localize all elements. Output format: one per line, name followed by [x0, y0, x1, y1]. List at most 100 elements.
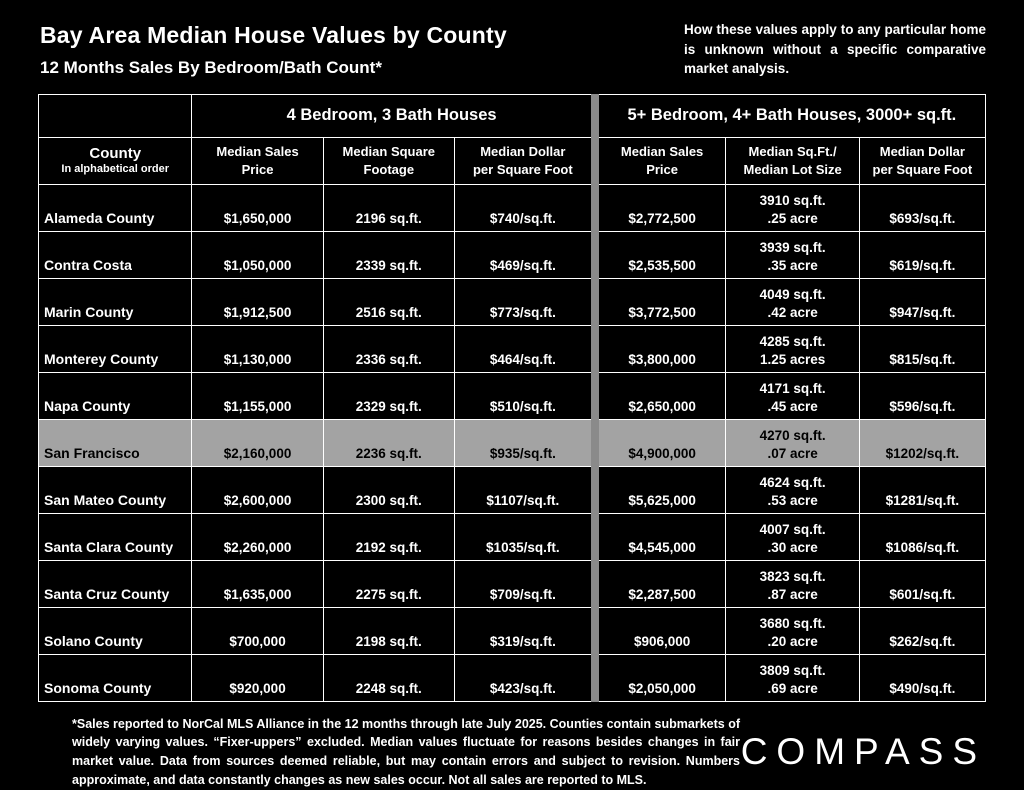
g1-median-dollar-per-sqft-cell: $740/sq.ft.	[453, 183, 596, 232]
table-row: Marin County $1,912,500 2516 sq.ft. $773/sq…	[37, 277, 987, 326]
g2-median-sqft-lot-size-cell: 3809 sq.ft. .69 acre	[725, 653, 860, 702]
table-row: Solano County $700,000 2198 sq.ft. $319/sq.…	[37, 606, 987, 655]
g2-median-sqft-lot-size-cell: 3939 sq.ft. .35 acre	[725, 230, 860, 279]
g1-median-dollar-per-sqft-cell: $319/sq.ft.	[453, 606, 596, 655]
group-header-5bed-4bath: 5+ Bedroom, 4+ Bath Houses, 3000+ sq.ft.	[590, 93, 986, 138]
disclaimer-text: How these values apply to any particular…	[684, 22, 986, 77]
g1-median-dollar-per-sqft-cell: $469/sq.ft.	[453, 230, 596, 279]
column-header-median-square-footage-g1: Median Square Footage	[322, 136, 455, 185]
g2-median-dollar-per-sqft-cell: $601/sq.ft.	[858, 559, 987, 608]
g2-median-dollar-per-sqft-cell: $596/sq.ft.	[858, 371, 987, 420]
g1-median-square-footage-cell: 2300 sq.ft.	[322, 465, 455, 514]
g2-median-dollar-per-sqft-cell: $693/sq.ft.	[858, 183, 987, 232]
column-header-median-sales-price-g2: Median Sales Price	[590, 136, 727, 185]
county-cell: Santa Clara County	[37, 512, 193, 561]
report-page: Bay Area Median House Values by County 1…	[37, 22, 987, 787]
g1-median-square-footage-cell: 2516 sq.ft.	[322, 277, 455, 326]
g1-median-sales-price-cell: $1,912,500	[191, 277, 324, 326]
g2-median-sqft-lot-size-cell: 4049 sq.ft. .42 acre	[725, 277, 860, 326]
g1-median-dollar-per-sqft-cell: $510/sq.ft.	[453, 371, 596, 420]
g1-median-dollar-per-sqft-cell: $935/sq.ft.	[453, 418, 596, 467]
g2-median-sqft-lot-size-cell: 3910 sq.ft. .25 acre	[725, 183, 860, 232]
g1-median-sales-price-cell: $700,000	[191, 606, 324, 655]
county-cell: Napa County	[37, 371, 193, 420]
g2-median-sales-price-cell: $2,650,000	[590, 371, 727, 420]
table-row: Sonoma County $920,000 2248 sq.ft. $423/sq.…	[37, 653, 987, 702]
county-cell: San Mateo County	[37, 465, 193, 514]
g1-median-sales-price-cell: $1,650,000	[191, 183, 324, 232]
g2-median-sales-price-cell: $3,772,500	[590, 277, 727, 326]
county-cell: Alameda County	[37, 183, 193, 232]
g2-median-sales-price-cell: $2,535,500	[590, 230, 727, 279]
county-cell: Marin County	[37, 277, 193, 326]
g2-median-dollar-per-sqft-cell: $490/sq.ft.	[858, 653, 987, 702]
table-row: Contra Costa $1,050,000 2339 sq.ft. $469/sq…	[37, 230, 987, 279]
g2-median-dollar-per-sqft-cell: $1086/sq.ft.	[858, 512, 987, 561]
g1-median-sales-price-cell: $1,130,000	[191, 324, 324, 373]
g1-median-dollar-per-sqft-cell: $464/sq.ft.	[453, 324, 596, 373]
group-header-row: 4 Bedroom, 3 Bath Houses 5+ Bedroom, 4+ …	[37, 93, 986, 138]
column-header-median-dollar-per-sqft-g1: Median Dollar per Square Foot	[453, 136, 596, 185]
county-cell: San Francisco	[37, 418, 193, 467]
county-column-header: County In alphabetical order	[37, 136, 193, 185]
g1-median-dollar-per-sqft-cell: $1035/sq.ft.	[453, 512, 596, 561]
g1-median-square-footage-cell: 2196 sq.ft.	[322, 183, 455, 232]
table-row: San Mateo County $2,600,000 2300 sq.ft. $11…	[37, 465, 987, 514]
g2-median-sqft-lot-size-cell: 3823 sq.ft. .87 acre	[725, 559, 860, 608]
county-cell: Sonoma County	[37, 653, 193, 702]
compass-logo: COMPASS	[740, 731, 986, 773]
g2-median-sales-price-cell: $906,000	[590, 606, 727, 655]
g1-median-square-footage-cell: 2275 sq.ft.	[322, 559, 455, 608]
g1-median-square-footage-cell: 2248 sq.ft.	[322, 653, 455, 702]
county-cell: Contra Costa	[37, 230, 193, 279]
g2-median-sqft-lot-size-cell: 4007 sq.ft. .30 acre	[725, 512, 860, 561]
g1-median-sales-price-cell: $2,260,000	[191, 512, 324, 561]
g2-median-sales-price-cell: $2,772,500	[590, 183, 727, 232]
g1-median-sales-price-cell: $920,000	[191, 653, 324, 702]
g2-median-dollar-per-sqft-cell: $947/sq.ft.	[858, 277, 987, 326]
corner-cell	[37, 93, 193, 138]
g2-median-dollar-per-sqft-cell: $1281/sq.ft.	[858, 465, 987, 514]
column-header-median-dollar-per-sqft-g2: Median Dollar per Square Foot	[858, 136, 987, 185]
table-row: Santa Cruz County $1,635,000 2275 sq.ft. $7…	[37, 559, 987, 608]
g2-median-dollar-per-sqft-cell: $619/sq.ft.	[858, 230, 987, 279]
g1-median-dollar-per-sqft-cell: $773/sq.ft.	[453, 277, 596, 326]
g1-median-square-footage-cell: 2236 sq.ft.	[322, 418, 455, 467]
g1-median-sales-price-cell: $2,600,000	[191, 465, 324, 514]
g2-median-sales-price-cell: $2,050,000	[590, 653, 727, 702]
g1-median-sales-price-cell: $1,635,000	[191, 559, 324, 608]
g2-median-sqft-lot-size-cell: 3680 sq.ft. .20 acre	[725, 606, 860, 655]
g2-median-dollar-per-sqft-cell: $815/sq.ft.	[858, 324, 987, 373]
g2-median-sqft-lot-size-cell: 4624 sq.ft. .53 acre	[725, 465, 860, 514]
table-row: Alameda County $1,650,000 2196 sq.ft. $740/…	[37, 183, 987, 232]
table-body: Alameda County $1,650,000 2196 sq.ft. $740/…	[37, 183, 987, 702]
group-header-4bed-3bath: 4 Bedroom, 3 Bath Houses	[191, 93, 596, 138]
column-header-median-sqft-lot-size-g2: Median Sq.Ft./ Median Lot Size	[725, 136, 860, 185]
county-header-subtitle: In alphabetical order	[61, 163, 170, 176]
table-row: Santa Clara County $2,260,000 2192 sq.ft. $…	[37, 512, 987, 561]
g2-median-sqft-lot-size-cell: 4171 sq.ft. .45 acre	[725, 371, 860, 420]
g2-median-sqft-lot-size-cell: 4270 sq.ft. .07 acre	[725, 418, 860, 467]
g1-median-square-footage-cell: 2198 sq.ft.	[322, 606, 455, 655]
g1-median-square-footage-cell: 2329 sq.ft.	[322, 371, 455, 420]
g2-median-sales-price-cell: $4,900,000	[590, 418, 727, 467]
g2-median-sales-price-cell: $4,545,000	[590, 512, 727, 561]
g2-median-sales-price-cell: $3,800,000	[590, 324, 727, 373]
g1-median-dollar-per-sqft-cell: $709/sq.ft.	[453, 559, 596, 608]
g2-median-sales-price-cell: $2,287,500	[590, 559, 727, 608]
county-cell: Solano County	[37, 606, 193, 655]
county-cell: Monterey County	[37, 324, 193, 373]
g1-median-sales-price-cell: $1,050,000	[191, 230, 324, 279]
footer: *Sales reported to NorCal MLS Alliance i…	[38, 715, 986, 790]
g1-median-dollar-per-sqft-cell: $423/sq.ft.	[453, 653, 596, 702]
g1-median-square-footage-cell: 2339 sq.ft.	[322, 230, 455, 279]
column-header-median-sales-price-g1: Median Sales Price	[191, 136, 324, 185]
g1-median-sales-price-cell: $1,155,000	[191, 371, 324, 420]
page-subtitle: 12 Months Sales By Bedroom/Bath Count*	[40, 58, 382, 77]
page-title: Bay Area Median House Values by County	[40, 22, 507, 48]
g1-median-square-footage-cell: 2336 sq.ft.	[322, 324, 455, 373]
column-header-row: County In alphabetical order Median Sale…	[37, 136, 987, 185]
g2-median-sqft-lot-size-cell: 4285 sq.ft. 1.25 acres	[725, 324, 860, 373]
footnote-text: *Sales reported to NorCal MLS Alliance i…	[72, 716, 740, 787]
table-row: Napa County $1,155,000 2329 sq.ft. $510/sq.…	[37, 371, 987, 420]
